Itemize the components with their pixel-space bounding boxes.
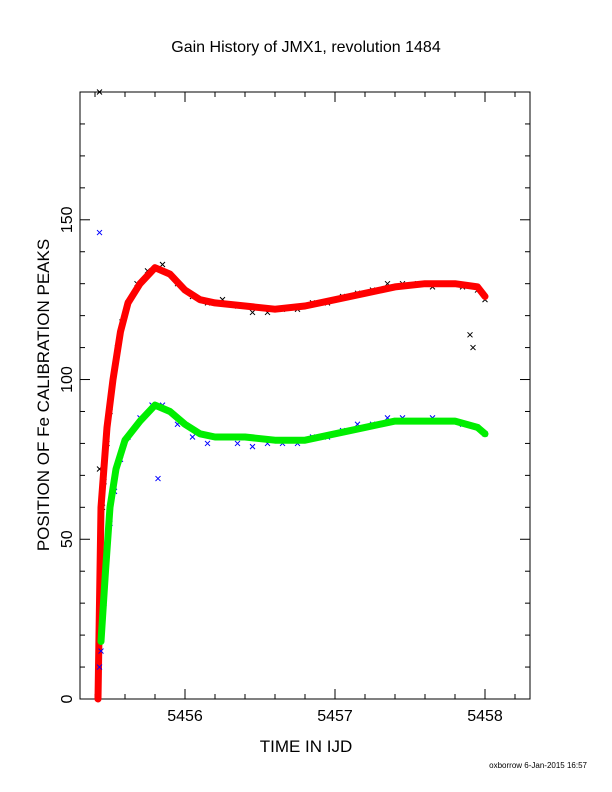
lower_points-point — [204, 440, 211, 447]
x-tick-label: 5456 — [167, 708, 203, 725]
upper_points-point — [467, 331, 473, 338]
upper_fit-point — [95, 696, 101, 702]
chart-title: Gain History of JMX1, revolution 1484 — [171, 39, 441, 56]
lower_fit-point — [182, 421, 188, 428]
lower_fit-point — [122, 437, 128, 444]
upper_fit-point — [482, 293, 488, 300]
lower_fit-point — [212, 434, 218, 441]
axis-ticks — [80, 91, 530, 700]
lower_fit-point — [474, 424, 481, 431]
upper_fit-point — [392, 283, 398, 290]
upper_points-point — [249, 309, 256, 316]
upper_fit-point — [362, 290, 368, 297]
upper_fit-point — [104, 424, 110, 431]
upper_fit-point — [98, 504, 104, 511]
lower_fit-point — [302, 437, 308, 444]
upper_fit-point — [474, 283, 481, 290]
upper_fit-point — [117, 328, 124, 335]
upper_fit-point — [110, 376, 116, 383]
lower_fit-point — [482, 430, 488, 437]
lower_fit-point — [362, 424, 368, 431]
axis-tick-labels: 5456 5457 5458 0 50 100 150 — [59, 206, 503, 725]
x-tick-label: 5457 — [317, 708, 353, 725]
upper_points-point — [470, 344, 476, 351]
lower_points-point — [98, 648, 104, 654]
upper_fit-point — [302, 303, 308, 310]
lower_fit-point — [332, 430, 338, 437]
lower_points-point — [155, 475, 161, 482]
data-marks — [94, 89, 489, 703]
lower_fit-point — [152, 402, 158, 409]
x-axis-label: TIME IN IJD — [260, 737, 353, 756]
upper_fit-point — [332, 296, 338, 303]
lower_fit-point — [102, 568, 109, 575]
lower_points-point — [96, 229, 103, 236]
upper_fit-point — [137, 280, 143, 287]
upper_fit-point — [212, 299, 218, 306]
upper_fit-point — [452, 280, 458, 287]
lower_fit-line — [97, 401, 489, 645]
upper_fit-point — [125, 299, 131, 306]
lower_fit-point — [272, 437, 278, 444]
plot-frame — [79, 91, 531, 700]
lower_fit-point — [452, 418, 458, 425]
y-axis-label: POSITION OF Fe CALIBRATION PEAKS — [34, 239, 53, 551]
lower_points-point — [234, 440, 241, 447]
upper_fit-line — [94, 264, 489, 703]
upper_fit-point — [182, 287, 188, 294]
y-tick-label: 100 — [59, 366, 76, 393]
y-tick-label: 150 — [59, 206, 76, 233]
x-tick-label: 5458 — [467, 708, 503, 725]
y-tick-label: 0 — [59, 694, 76, 703]
upper_points-point — [96, 89, 103, 95]
lower_fit-point — [167, 408, 173, 415]
upper_fit-point — [422, 280, 428, 287]
lower_fit-point — [392, 418, 398, 425]
lower_points-point — [189, 434, 196, 440]
upper_fit-point — [152, 264, 158, 271]
footer-credit: oxborrow 6-Jan-2015 16:57 — [489, 761, 587, 770]
lower_fit-point — [98, 638, 104, 645]
lower_fit-point — [242, 434, 248, 441]
lower_fit-point — [422, 418, 428, 425]
lower_points-point — [249, 443, 256, 450]
y-tick-label: 50 — [59, 530, 76, 548]
upper_points-point — [159, 261, 166, 268]
lower_points-point — [96, 664, 103, 670]
lower_fit-point — [113, 465, 119, 472]
upper_fit-point — [272, 306, 278, 313]
lower_fit-point — [137, 418, 143, 425]
lower_fit-point — [107, 504, 113, 511]
upper_fit-point — [242, 303, 248, 310]
lower_fit-point — [197, 430, 203, 437]
upper_fit-point — [167, 271, 173, 278]
upper_fit-point — [197, 296, 203, 303]
